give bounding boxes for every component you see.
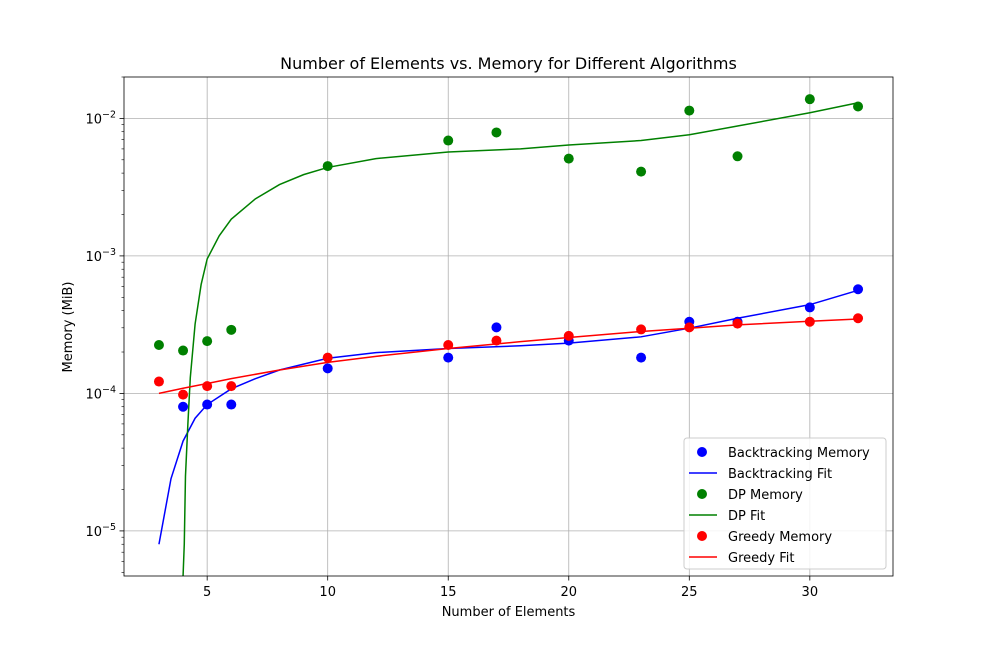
x-tick-label: 30 xyxy=(802,585,819,600)
greedy-memory-point xyxy=(202,381,213,392)
legend: Backtracking Memory Backtracking Fit DP Me… xyxy=(683,437,887,570)
y-tick-label: 10−5 xyxy=(85,522,116,540)
dp-memory-point xyxy=(443,135,454,146)
plot-area: 5 10 15 20 25 30 10−5 10−4 10−3 10−2 xyxy=(85,76,894,600)
greedy-memory-point xyxy=(178,389,189,400)
dp-memory-point xyxy=(684,105,695,116)
dp-memory-point xyxy=(202,336,213,347)
backtracking-memory-point xyxy=(491,322,502,333)
dp-memory-point xyxy=(178,345,189,356)
backtracking-fit-line xyxy=(158,289,859,545)
x-tick-label: 10 xyxy=(319,585,336,600)
x-tick-label: 20 xyxy=(560,585,577,600)
greedy-memory-point xyxy=(732,318,743,329)
y-axis-label: Memory (MiB) xyxy=(61,282,76,373)
greedy-memory-point xyxy=(322,352,333,363)
legend-label-greedy-memory: Greedy Memory xyxy=(728,530,832,545)
greedy-memory-point xyxy=(153,376,164,387)
greedy-memory-point xyxy=(804,316,815,327)
series-group xyxy=(153,94,864,576)
legend-box xyxy=(683,437,887,570)
greedy-memory-point xyxy=(491,335,502,346)
dp-memory-point xyxy=(804,94,815,105)
legend-label-dp-fit: DP Fit xyxy=(728,509,765,524)
backtracking-memory-point xyxy=(443,352,454,363)
dp-memory-point xyxy=(153,339,164,350)
dp-memory-point xyxy=(636,166,647,177)
axes-frame xyxy=(123,76,894,577)
dp-memory-point xyxy=(732,151,743,162)
x-axis-label: Number of Elements xyxy=(442,605,576,620)
backtracking-memory-point xyxy=(202,399,213,410)
dp-fit-line xyxy=(182,101,859,576)
dp-memory-point xyxy=(563,153,574,164)
backtracking-memory-point xyxy=(636,352,647,363)
x-tick-label: 25 xyxy=(681,585,698,600)
y-tick-label: 10−4 xyxy=(85,384,116,402)
dp-memory-point xyxy=(226,324,237,335)
greedy-memory-point xyxy=(853,313,864,324)
y-tick-label: 10−2 xyxy=(85,109,116,127)
greedy-memory-point xyxy=(226,381,237,392)
backtracking-memory-point xyxy=(322,363,333,374)
y-tick-label: 10−3 xyxy=(85,247,116,265)
greedy-memory-point xyxy=(563,330,574,341)
x-tick-label: 15 xyxy=(440,585,457,600)
backtracking-memory-point xyxy=(178,401,189,412)
chart-title: Number of Elements vs. Memory for Differ… xyxy=(280,54,737,73)
greedy-memory-point xyxy=(443,339,454,350)
greedy-memory-point xyxy=(636,324,647,335)
dp-memory-point xyxy=(853,101,864,112)
backtracking-memory-point xyxy=(804,302,815,313)
legend-marker-greedy-memory xyxy=(697,531,707,541)
legend-marker-backtracking-memory xyxy=(697,447,707,457)
backtracking-memory-point xyxy=(853,284,864,295)
legend-marker-dp-memory xyxy=(697,489,707,499)
greedy-memory-point xyxy=(684,322,695,333)
legend-label-dp-memory: DP Memory xyxy=(728,488,803,503)
dp-memory-point xyxy=(322,161,333,172)
backtracking-memory-point xyxy=(226,399,237,410)
legend-label-greedy-fit: Greedy Fit xyxy=(728,551,794,566)
legend-label-backtracking-fit: Backtracking Fit xyxy=(728,467,832,482)
x-tick-label: 5 xyxy=(203,585,211,600)
legend-label-backtracking-memory: Backtracking Memory xyxy=(728,446,870,461)
dp-memory-point xyxy=(491,127,502,138)
